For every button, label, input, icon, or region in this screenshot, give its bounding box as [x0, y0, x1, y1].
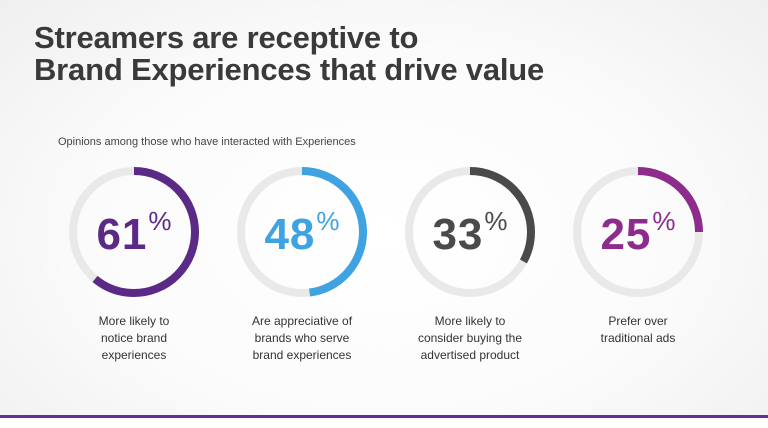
donut-ring-4: [573, 167, 703, 297]
stat-label-1: More likely to notice brand experiences: [44, 313, 224, 364]
stat-label-line: brands who serve: [254, 331, 350, 345]
stat-value-4: 25%: [548, 206, 728, 260]
stat-label-line: More likely to: [434, 314, 506, 328]
title-line-1: Streamers are receptive to: [34, 20, 419, 55]
donut-arc-4: [573, 167, 703, 297]
stat-label-line: More likely to: [98, 314, 170, 328]
stat-value-1: 61%: [44, 206, 224, 260]
stat-label-line: traditional ads: [600, 331, 676, 345]
title-line-2: Brand Experiences that drive value: [34, 52, 545, 87]
stat-percent-sign-1: %: [148, 206, 172, 236]
stat-label-2: Are appreciative of brands who serve brand…: [212, 313, 392, 364]
donut-arc-1: [69, 167, 199, 297]
stat-label-line: experiences: [101, 348, 167, 362]
stat-label-line: consider buying the: [417, 331, 523, 345]
donut-ring-3: [405, 167, 535, 297]
donut-ring-1: [69, 167, 199, 297]
stat-label-line: advertised product: [420, 348, 520, 362]
stat-label-4: Prefer over traditional ads: [548, 313, 728, 347]
donut-ring-2: [237, 167, 367, 297]
stat-number-1: 61: [96, 210, 148, 259]
stat-number-2: 48: [264, 210, 316, 259]
chart-subtitle: Opinions among those who have interacted…: [58, 136, 356, 148]
stat-percent-sign-2: %: [316, 206, 340, 236]
stat-block-3: 33% More likely to consider buying the adve…: [380, 162, 560, 372]
stat-label-line: Prefer over: [608, 314, 668, 328]
donut-arc-3: [405, 167, 535, 297]
donut-arc-2: [237, 167, 367, 297]
stat-block-1: 61% More likely to notice brand experiences: [44, 162, 224, 372]
stat-number-3: 33: [432, 210, 484, 259]
stat-percent-sign-4: %: [652, 206, 676, 236]
stat-label-line: brand experiences: [252, 348, 352, 362]
stat-label-line: notice brand: [100, 331, 168, 345]
stat-block-4: 25% Prefer over traditional ads: [548, 162, 728, 372]
stat-label-line: Are appreciative of: [251, 314, 353, 328]
stat-percent-sign-3: %: [484, 206, 508, 236]
stat-value-2: 48%: [212, 206, 392, 260]
slide-title: Streamers are receptive to Brand Experie…: [34, 22, 544, 86]
footer-base: [0, 418, 768, 428]
stat-value-3: 33%: [380, 206, 560, 260]
stat-label-3: More likely to consider buying the adverti…: [380, 313, 560, 364]
stat-block-2: 48% Are appreciative of brands who serve br…: [212, 162, 392, 372]
footer-accent-line: [0, 415, 768, 418]
stat-number-4: 25: [600, 210, 652, 259]
